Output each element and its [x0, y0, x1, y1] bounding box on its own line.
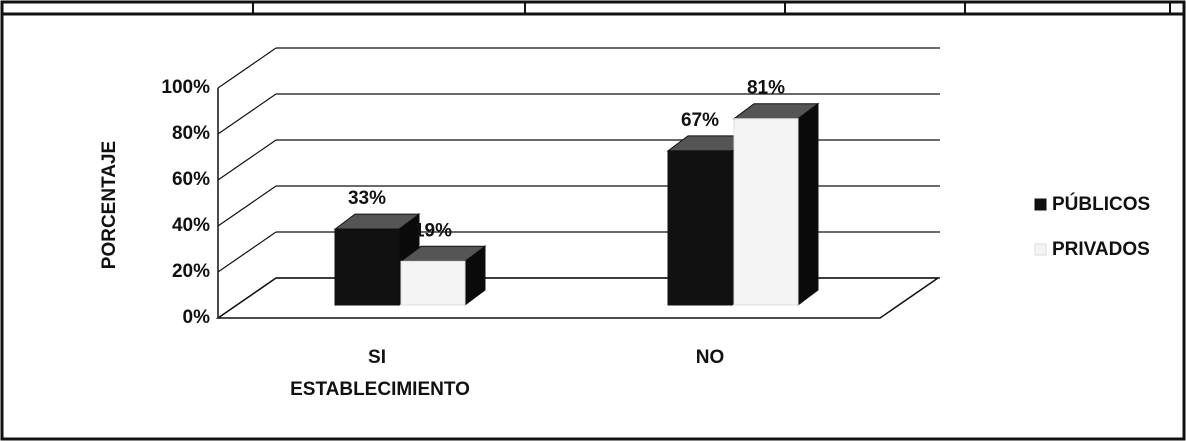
grid-side: [217, 231, 277, 273]
bar-front: [733, 118, 799, 306]
y-tick-label: 0%: [183, 307, 211, 328]
x-tick-label: NO: [696, 347, 725, 368]
y-tick-label: 40%: [172, 215, 210, 236]
grid-side: [217, 185, 277, 227]
bar-side: [797, 102, 819, 306]
legend-swatch: [1034, 198, 1047, 211]
bar-front: [334, 228, 400, 306]
x-tick-label: SI: [368, 347, 386, 368]
y-tick-label: 100%: [161, 77, 210, 98]
bar: [732, 102, 820, 306]
grid-side: [217, 139, 277, 181]
bar-front: [667, 150, 733, 306]
y-tick-label: 80%: [172, 123, 210, 144]
y-axis-title: PORCENTAJE: [99, 141, 120, 269]
y-tick-label: 20%: [172, 261, 210, 282]
data-label: 33%: [348, 188, 386, 209]
legend-label: PRIVADOS: [1052, 239, 1150, 260]
legend-label: PÚBLICOS: [1052, 193, 1150, 215]
data-label: 81%: [747, 78, 785, 99]
x-axis-title: ESTABLECIMIENTO: [290, 379, 470, 400]
legend-swatch: [1034, 243, 1047, 256]
data-label: 19%: [414, 220, 452, 241]
data-label: 67%: [681, 110, 719, 131]
y-tick-label: 60%: [172, 169, 210, 190]
floor: [215, 277, 941, 319]
grid-side: [217, 93, 277, 135]
bar-front: [400, 260, 466, 306]
bar: [333, 213, 421, 306]
grid-side: [217, 47, 277, 89]
table-cells: [252, 2, 1171, 14]
grid-side: [217, 277, 277, 319]
bar: [399, 245, 487, 306]
